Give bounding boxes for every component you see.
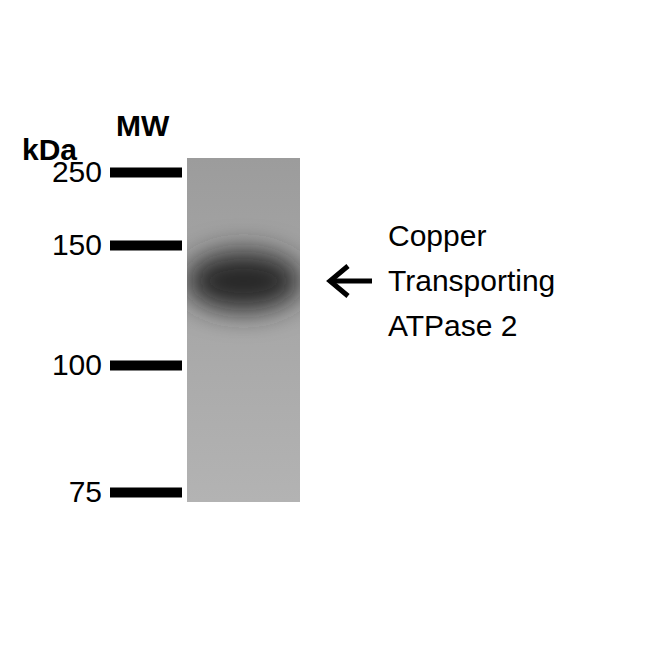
annotation: Copper: [388, 219, 486, 252]
marker-band: [110, 361, 182, 371]
annotation: ATPase 2: [388, 309, 518, 342]
lane-label: MW: [116, 109, 170, 142]
marker-axis: 25015010075: [52, 155, 182, 508]
tick: 150: [52, 228, 182, 261]
arrow-shaft: [332, 279, 372, 284]
plot-area: [187, 251, 300, 311]
y-label: kDa: [22, 133, 77, 166]
lane: [187, 158, 300, 502]
marker-band: [110, 241, 182, 251]
annotation: Transporting: [388, 264, 555, 297]
arrow-head: [330, 266, 348, 296]
marker-band: [110, 488, 182, 498]
tick-label: 100: [52, 348, 102, 381]
axis-line: [182, 172, 183, 492]
figure: 25015010075kDaMWCopperTransportingATPase…: [0, 0, 650, 650]
band: [187, 251, 300, 311]
arrow: [330, 266, 372, 296]
tick-label: 75: [69, 475, 102, 508]
tick: 100: [52, 348, 182, 381]
marker-band: [110, 168, 182, 178]
tick-label: 150: [52, 228, 102, 261]
tick: 75: [69, 475, 182, 508]
